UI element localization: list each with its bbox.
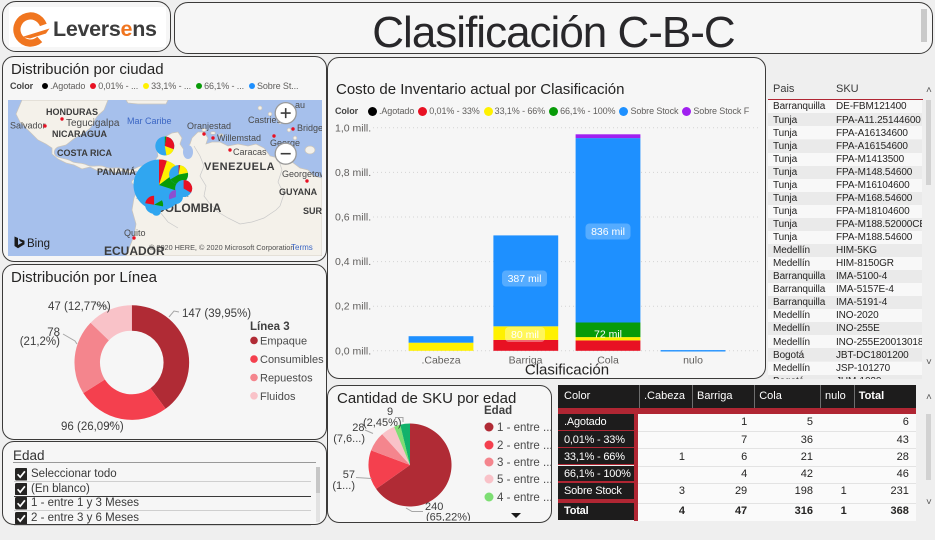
svg-text:SURIN: SURIN — [303, 206, 322, 216]
svg-text:Tegucigalpa: Tegucigalpa — [66, 118, 120, 129]
svg-text:Willemstad: Willemstad — [217, 133, 261, 143]
svg-text:147 (39,95%): 147 (39,95%) — [182, 308, 251, 320]
svg-text:(65,22%): (65,22%) — [426, 512, 471, 522]
svg-text:GUYANA: GUYANA — [279, 187, 318, 197]
svg-text:nulo: nulo — [683, 355, 703, 367]
svg-text:Edad: Edad — [484, 405, 512, 417]
svg-text:COSTA RICA: COSTA RICA — [57, 148, 112, 158]
svg-text:(1...): (1...) — [332, 480, 355, 492]
svg-text:47 (12,77%): 47 (12,77%) — [48, 301, 111, 313]
svg-text:Salvador: Salvador — [10, 121, 46, 131]
svg-text:0,0 mill.: 0,0 mill. — [335, 345, 371, 357]
svg-text:80 mil: 80 mil — [511, 329, 539, 341]
svg-text:1,0 mill.: 1,0 mill. — [335, 122, 371, 134]
svg-text:Terms: Terms — [291, 243, 313, 252]
svg-text:au: au — [295, 100, 305, 110]
svg-text:Clasificación: Clasificación — [525, 362, 609, 378]
svg-text:57: 57 — [343, 469, 355, 481]
svg-text:NICARAGUA: NICARAGUA — [52, 129, 107, 139]
svg-text:VENEZUELA: VENEZUELA — [204, 161, 275, 173]
svg-text:Consumibles: Consumibles — [260, 354, 324, 366]
svg-text:Quito: Quito — [124, 228, 146, 238]
svg-text:0,6 mill.: 0,6 mill. — [335, 212, 371, 224]
svg-text:Bridgeto: Bridgeto — [297, 123, 322, 133]
svg-text:PANAMÁ: PANAMÁ — [97, 167, 136, 177]
svg-text:HONDURAS: HONDURAS — [46, 107, 98, 117]
svg-text:0,2 mill.: 0,2 mill. — [335, 301, 371, 313]
svg-text:4 - entre ...: 4 - entre ... — [497, 492, 551, 504]
svg-text:Georgetown: Georgetown — [282, 169, 322, 179]
svg-text:Repuestos: Repuestos — [260, 373, 313, 385]
svg-text:ECUADOR: ECUADOR — [104, 244, 165, 256]
svg-text:Mar Caribe: Mar Caribe — [127, 116, 172, 126]
svg-text:72 mil: 72 mil — [594, 329, 622, 341]
svg-text:3 - entre ...: 3 - entre ... — [497, 457, 551, 469]
svg-text:Barriga: Barriga — [509, 355, 543, 367]
svg-text:836 mil: 836 mil — [591, 226, 625, 238]
svg-text:0,8 mill.: 0,8 mill. — [335, 167, 371, 179]
svg-text:0,4 mill.: 0,4 mill. — [335, 256, 371, 268]
svg-text:© 2020 HERE, © 2020 Microsoft: © 2020 HERE, © 2020 Microsoft Corporatio… — [149, 243, 294, 252]
svg-text:Empaque: Empaque — [260, 335, 307, 347]
svg-text:Oranjestad: Oranjestad — [187, 121, 231, 131]
svg-text:5 - entre ...: 5 - entre ... — [497, 474, 551, 486]
svg-text:78: 78 — [47, 327, 60, 339]
svg-text:240: 240 — [425, 501, 443, 513]
svg-text:1 - entre ...: 1 - entre ... — [497, 422, 551, 434]
svg-text:Fluidos: Fluidos — [260, 391, 296, 403]
svg-text:28: 28 — [352, 422, 364, 434]
svg-text:Bing: Bing — [27, 238, 50, 250]
svg-text:Caracas: Caracas — [233, 147, 267, 157]
svg-text:(21,2%): (21,2%) — [20, 336, 60, 348]
svg-text:387 mil: 387 mil — [508, 273, 542, 285]
svg-text:(7,6...): (7,6...) — [333, 433, 365, 445]
svg-text:9: 9 — [387, 406, 393, 418]
svg-text:Leversens: Leversens — [53, 17, 157, 41]
svg-text:Línea 3: Línea 3 — [250, 321, 290, 333]
svg-text:96 (26,09%): 96 (26,09%) — [61, 421, 124, 433]
svg-text:.Cabeza: .Cabeza — [421, 355, 460, 367]
svg-text:2 - entre ...: 2 - entre ... — [497, 440, 551, 452]
svg-text:(2,45%): (2,45%) — [363, 417, 402, 429]
svg-text:Castries: Castries — [248, 115, 282, 125]
svg-text:Cola: Cola — [597, 355, 619, 367]
